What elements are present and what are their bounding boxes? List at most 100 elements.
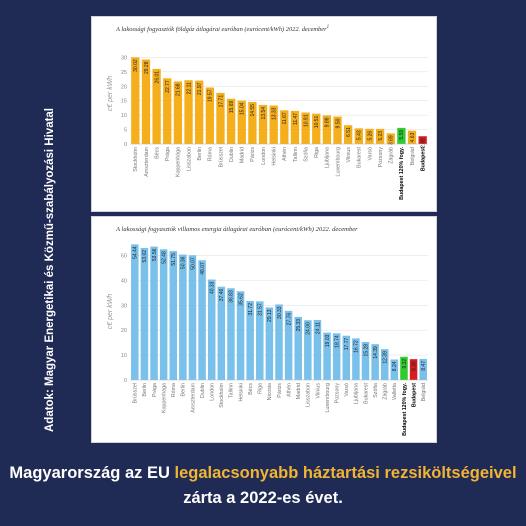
electricity-price-chart-panel: A lakossági fogyasztók villamos energia … xyxy=(91,216,437,443)
x-tick-label: Prága xyxy=(165,147,171,161)
bar-value-label: 27.76 xyxy=(286,313,292,326)
bar-value-label: 19.57 xyxy=(208,89,214,102)
x-tick-label: Berlin xyxy=(197,147,203,161)
x-tick-label: Vilnius xyxy=(346,147,352,163)
bar xyxy=(352,338,360,380)
bar-value-label: 11.47 xyxy=(293,113,299,125)
bar-value-label: 19.03 xyxy=(325,334,331,347)
y-tick-label: 15 xyxy=(121,99,127,105)
bar xyxy=(227,288,235,380)
bar xyxy=(419,358,427,380)
bar-value-label: 30.33 xyxy=(277,306,283,319)
x-tick-label: Madrid xyxy=(240,147,246,163)
bar-value-label: 21.97 xyxy=(197,82,203,95)
x-tick-label: Madrid xyxy=(296,383,302,399)
x-tick-label: Bécs xyxy=(154,147,160,159)
x-tick-label: Vilnius xyxy=(315,383,321,399)
x-tick-label: Nicosia xyxy=(267,383,273,400)
bar xyxy=(400,356,408,380)
bar xyxy=(323,332,331,380)
x-tick-label: Bécs xyxy=(248,383,254,395)
bar xyxy=(294,316,302,380)
bar-value-label: 36.83 xyxy=(229,290,235,303)
x-tick-label: Zágráb xyxy=(389,147,395,164)
bar xyxy=(198,260,206,380)
x-tick-label: Helsinki xyxy=(238,383,244,402)
x-tick-label: Athén xyxy=(286,383,292,397)
bar xyxy=(237,100,246,144)
bar-value-label: 37.46 xyxy=(219,288,225,301)
x-tick-label: Berlin xyxy=(181,383,187,397)
bar xyxy=(275,304,283,380)
bar xyxy=(322,115,332,144)
bar-value-label: 9.88 xyxy=(325,117,331,127)
bar xyxy=(140,247,149,380)
bar-value-label: 16.72 xyxy=(354,340,360,353)
x-tick-label: Koppenhága xyxy=(161,383,167,413)
bar-value-label: 5.59 xyxy=(399,130,405,140)
bar xyxy=(195,80,204,144)
bar xyxy=(290,110,300,144)
x-tick-label: Dublin xyxy=(200,383,206,398)
x-tick-label: London xyxy=(210,383,216,401)
bar-value-label: 14.55 xyxy=(250,104,256,117)
x-tick-label: Párizs xyxy=(250,147,256,162)
bar xyxy=(371,344,379,380)
x-tick-label: Stockholm xyxy=(219,382,225,407)
chart-title: A lakossági fogyasztók földgáz átlagárai… xyxy=(115,25,329,33)
y-tick-label: 30 xyxy=(121,303,127,309)
x-tick-label: Belgrád xyxy=(421,383,427,401)
bar-value-label: 5.23 xyxy=(378,131,384,141)
bar-value-label: 29.28 xyxy=(144,61,150,74)
bar-value-label: 10.51 xyxy=(314,115,320,128)
bar-value-label: 52.48 xyxy=(161,251,167,264)
bar xyxy=(256,301,264,380)
x-tick-label: Helsinki xyxy=(271,147,277,166)
bar-value-label: 53.02 xyxy=(142,250,148,263)
bar xyxy=(354,128,363,144)
x-tick-label: Riga xyxy=(314,147,320,158)
headline-caption: Magyarország az EU legalacsonyabb háztar… xyxy=(0,461,526,511)
bar-value-label: 15.28 xyxy=(363,344,369,357)
x-tick-label: Brüsszel xyxy=(133,383,139,403)
bar-value-label: 17.77 xyxy=(344,338,350,351)
bar-value-label: 18.74 xyxy=(334,335,340,348)
bar xyxy=(246,300,254,380)
x-tick-label: Pozsony xyxy=(378,147,384,168)
x-tick-label: Amszterdam xyxy=(190,382,196,412)
x-tick-label: Pozsony xyxy=(334,383,340,404)
bar-value-label: 22.11 xyxy=(186,82,192,94)
bar xyxy=(188,255,197,380)
bar-value-label: 14.39 xyxy=(373,346,379,359)
y-tick-label: 20 xyxy=(121,84,127,90)
bar-value-label: 13.33 xyxy=(271,107,277,120)
bar-value-label: 31.72 xyxy=(248,303,254,316)
bar xyxy=(418,136,427,144)
bar xyxy=(312,113,321,144)
bar xyxy=(179,254,187,380)
bar-value-label: 9.50 xyxy=(335,118,341,128)
x-tick-label: Bukarest xyxy=(363,382,369,403)
bar xyxy=(361,341,370,380)
bar xyxy=(226,98,236,144)
x-tick-label: Budapest xyxy=(420,147,426,171)
bar xyxy=(344,125,353,144)
bar-value-label: 5.26 xyxy=(367,131,373,141)
bar xyxy=(207,279,216,380)
bar-value-label: 53.56 xyxy=(152,248,158,261)
x-tick-label: Koppenhága xyxy=(176,147,182,177)
bar-value-label: 31.57 xyxy=(258,303,264,316)
bar-value-label: 24.11 xyxy=(315,322,321,334)
bar-value-label: 15.04 xyxy=(240,102,246,115)
bar xyxy=(332,333,341,380)
bar xyxy=(280,110,289,144)
bar-value-label: 26.01 xyxy=(154,71,160,84)
x-tick-label: Belgrád xyxy=(410,147,416,165)
bar-value-label: 17.71 xyxy=(218,95,224,108)
x-tick-label: Prága xyxy=(152,383,158,397)
x-tick-label: Riga xyxy=(258,383,264,394)
bar-value-label: 2.69 xyxy=(420,138,426,148)
bar-value-label: 51.75 xyxy=(171,253,177,266)
bar-value-label: 21.68 xyxy=(176,83,182,96)
y-tick-label: 0 xyxy=(124,142,127,148)
